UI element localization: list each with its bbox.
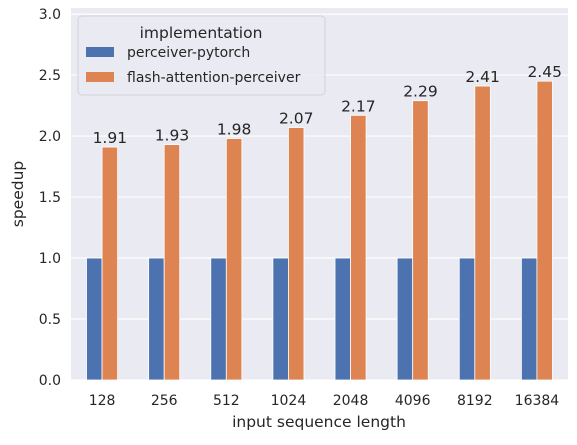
- y-tick-label: 1.5: [39, 190, 61, 206]
- data-label: 2.17: [341, 97, 376, 115]
- y-tick-label: 2.5: [39, 68, 61, 84]
- data-label: 2.07: [279, 110, 314, 128]
- legend-swatch-perceiver-pytorch: [86, 47, 114, 57]
- x-tick-labels: 128 256 512 1024 2048 4096 8192 16384: [89, 393, 560, 409]
- y-tick-label: 0.0: [39, 373, 61, 389]
- data-labels: 1.91 1.93 1.98 2.07 2.17 2.29 2.41 2.45: [93, 63, 562, 147]
- legend-swatch-flash-attention-perceiver: [86, 72, 114, 82]
- bar-perceiver-pytorch-128: [86, 257, 103, 381]
- data-label: 2.29: [403, 83, 438, 101]
- data-label: 1.91: [93, 129, 128, 147]
- x-tick-label: 512: [213, 393, 240, 409]
- x-tick-label: 4096: [395, 393, 431, 409]
- bar-perceiver-pytorch-4096: [396, 257, 414, 381]
- x-tick-label: 8192: [457, 393, 493, 409]
- x-tick-label: 1024: [271, 393, 307, 409]
- bar-flash-attention-perceiver-1024: [288, 127, 305, 381]
- bar-perceiver-pytorch-512: [210, 257, 227, 381]
- data-label: 1.98: [217, 121, 252, 139]
- y-axis-label: speedup: [9, 161, 27, 228]
- y-tick-label: 1.0: [39, 251, 61, 267]
- bar-flash-attention-perceiver-8192: [474, 85, 491, 381]
- bar-perceiver-pytorch-8192: [458, 257, 476, 381]
- legend-label-perceiver-pytorch: perceiver-pytorch: [127, 45, 250, 61]
- x-tick-label: 2048: [333, 393, 369, 409]
- legend-title: implementation: [140, 24, 263, 42]
- bar-perceiver-pytorch-1024: [272, 257, 289, 381]
- x-axis-label: input sequence length: [232, 413, 406, 431]
- bar-perceiver-pytorch-256: [148, 257, 165, 381]
- y-tick-label: 3.0: [39, 7, 61, 23]
- y-tick-label: 2.0: [39, 129, 61, 145]
- data-label: 1.93: [155, 127, 190, 145]
- bar-flash-attention-perceiver-512: [225, 138, 243, 381]
- data-label: 2.41: [465, 68, 500, 86]
- bar-flash-attention-perceiver-16384: [536, 80, 553, 381]
- legend-label-flash-attention-perceiver: flash-attention-perceiver: [127, 70, 301, 86]
- bar-flash-attention-perceiver-128: [101, 146, 118, 381]
- x-tick-label: 256: [151, 393, 178, 409]
- bar-perceiver-pytorch-16384: [521, 257, 538, 381]
- y-tick-label: 0.5: [39, 312, 61, 328]
- bar-perceiver-pytorch-2048: [334, 257, 351, 381]
- bar-flash-attention-perceiver-4096: [412, 100, 429, 381]
- bar-flash-attention-perceiver-2048: [350, 114, 367, 381]
- legend-box: [77, 15, 326, 96]
- x-tick-label: 16384: [515, 393, 560, 409]
- data-label: 2.45: [527, 63, 562, 81]
- bars: [86, 80, 553, 381]
- x-tick-label: 128: [89, 393, 116, 409]
- legend: implementation perceiver-pytorch flash-a…: [77, 15, 326, 96]
- y-tick-labels: 0.0 0.5 1.0 1.5 2.0 2.5 3.0: [39, 7, 61, 389]
- bar-flash-attention-perceiver-256: [163, 144, 181, 381]
